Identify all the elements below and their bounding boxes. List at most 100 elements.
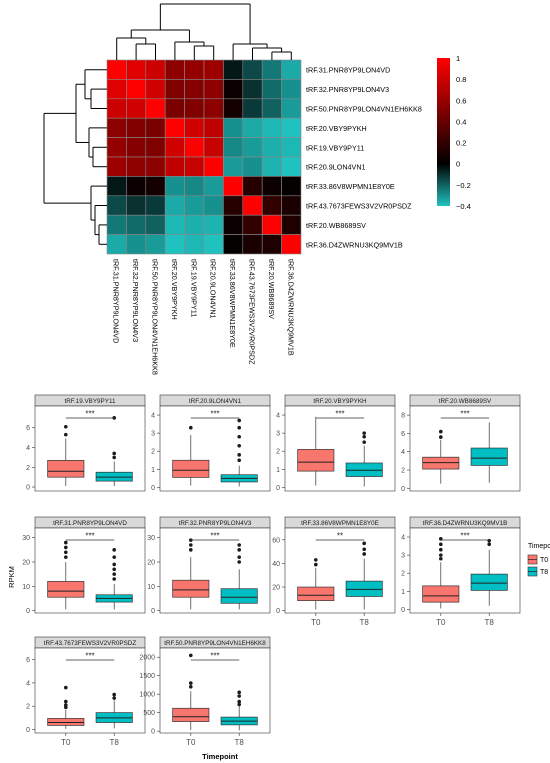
heatmap-col-label: tRF.19.VBY9PY11 [189,259,198,317]
outlier-point [237,453,241,457]
y-tick-label: 0 [26,608,30,615]
panel-title: tRF.20.VBY9PYKH [313,398,367,405]
y-tick-label: 10 [147,584,155,591]
color-legend-tick: 1 [456,54,460,63]
y-tick-label: 2 [151,449,155,456]
panel-title: tRF.33.86V8WPMN1E8Y0E [301,520,379,527]
panel-title: tRF.31.PNR8YP9LON4VD [53,520,127,527]
outlier-point [362,547,367,552]
heatmap-cell [126,214,147,235]
heatmap-cell [184,137,205,158]
heatmap-cell [203,156,224,177]
heatmap-cell [184,117,205,138]
y-tick-label: 1 [401,589,405,596]
legend-entry-label: T0 [540,557,548,564]
y-tick-label: 3 [401,553,405,560]
outlier-point [362,552,367,556]
box-t0 [47,540,85,610]
panel-title: tRF.32.PNR8YP9LON4V3 [179,520,252,527]
heatmap-cell [223,176,244,197]
y-tick-label: 3 [276,431,280,438]
heatmap-cell [203,195,224,216]
heatmap-cell [106,79,127,100]
heatmap-col-label: tRF.50.PNR8YP9LON4VN1EH6KK8 [151,259,160,375]
heatmap-col-label: tRF.20.VBY9PYKH [170,259,179,320]
heatmap-cell [126,98,147,119]
y-tick-label: 20 [22,560,30,567]
y-tick-label: 20 [272,585,280,592]
heatmap-cell [242,214,263,235]
panel-frame [159,527,271,614]
box-t0 [172,538,210,610]
boxplot-panel: tRF.50.PNR8YP9LON4VN1EH6KK8 0 500 1000 1500 2… [139,636,271,747]
heatmap-cell [203,117,224,138]
heatmap-cell [164,195,185,216]
x-tick-label: T8 [235,738,245,747]
heatmap-cell [164,98,185,119]
y-tick-label: 6 [26,657,30,664]
x-axis-title: Timepoint [202,752,238,761]
panel-title: tRF.36.D4ZWRNU3KQ9MV1B [423,520,508,527]
heatmap-cell [242,234,263,255]
heatmap-cell [281,156,302,177]
y-tick-label: 3 [151,431,155,438]
outlier-point [112,572,116,576]
heatmap-row-label: tRF.50.PNR8YP9LON4VN1EH6KK8 [306,105,422,114]
correlation-heatmap: tRF.31.PNR8YP9LON4VD tRF.32.PNR8YP9LON4V3… [43,3,471,375]
box-iqr [297,586,335,601]
outlier-point [314,562,318,567]
outlier-point [439,429,443,434]
box-t8 [345,431,383,487]
heatmap-cell [281,59,302,80]
outlier-point [237,699,241,704]
box-t8 [470,538,508,606]
y-tick-label: 0 [401,607,405,614]
heatmap-col-label: tRF.20.9LON4VN1 [209,259,218,319]
heatmap-cell [164,79,185,100]
heatmap-cell [261,59,282,80]
outlier-point [112,696,116,700]
outlier-point [112,451,116,456]
y-tick-label: 6 [26,425,30,432]
y-tick-label: 1000 [139,692,155,699]
boxplot-grid: tRF.19.VBY9PY11 0 2 4 6 *** tRF.20.9LON4VN1 0 1 2… [7,394,550,761]
heatmap-cell [261,137,282,158]
outlier-point [189,543,193,547]
outlier-point [362,434,367,439]
boxplot-panel: tRF.36.D4ZWRNU3KQ9MV1B 0 1 2 3 4 *** T0 T8 [401,516,521,627]
heatmap-cell [106,214,127,235]
y-tick-label: 6 [401,431,405,438]
heatmap-cell [145,117,166,138]
heatmap-cell [184,79,205,100]
panel-title: tRF.19.VBY9PY11 [65,398,116,405]
y-tick-label: 500 [143,710,155,717]
box-iqr [220,588,258,604]
heatmap-row-label: tRF.20.VBY9PYKH [306,124,367,133]
heatmap-row-label: tRF.32.PNR8YP9LON4V3 [306,85,389,94]
heatmap-cell [164,137,185,158]
heatmap-row-label: tRF.36.D4ZWRNU3KQ9MV1B [306,240,403,249]
x-tick-label: T0 [436,618,446,627]
heatmap-cell [106,234,127,255]
outlier-point [237,560,241,564]
heatmap-cell [242,117,263,138]
box-t8 [345,541,383,610]
heatmap-cell [164,214,185,235]
outlier-point [237,555,241,559]
heatmap-cell [261,234,282,255]
heatmap-cell [106,176,127,197]
heatmap-cell [145,137,166,158]
heatmap-cell [106,137,127,158]
panel-title: tRF.43.7673FEWS3V2VR0PSDZ [44,640,137,647]
box-t0 [172,653,210,731]
heatmap-cell [106,98,127,119]
x-tick-label: T0 [311,618,321,627]
heatmap-col-label: tRF.43.7673FEWS3V2VR0PSDZ [248,259,257,365]
heatmap-cell [281,234,302,255]
box-t0 [422,429,460,484]
y-tick-label: 4 [401,449,405,456]
outlier-point [487,538,492,543]
y-tick-label: 1 [151,467,155,474]
box-iqr [345,580,383,597]
y-tick-label: 4 [26,680,30,687]
